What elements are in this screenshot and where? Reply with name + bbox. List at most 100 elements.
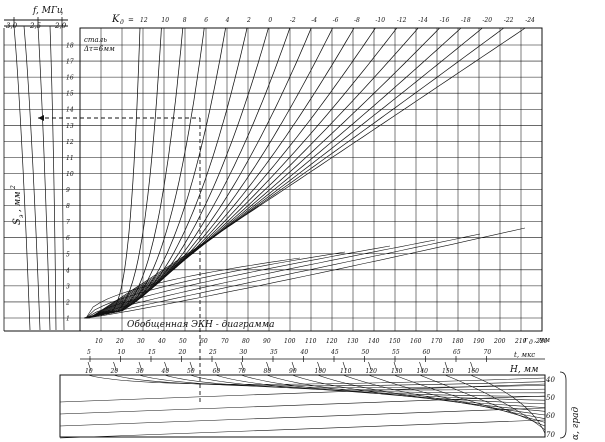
- h-tick: 110: [340, 368, 352, 375]
- h-axis: 10 20 30 40 50 60 70 80 90 100 110 120 130 140 150 160 …: [85, 361, 539, 375]
- area-unit-sup: 2: [10, 185, 17, 190]
- time-tick: 65: [453, 349, 461, 356]
- ekn-curve: [88, 27, 483, 319]
- depth-tick: 90: [263, 338, 271, 345]
- area-tick: 8: [66, 203, 70, 210]
- depth-tick: 130: [347, 338, 359, 345]
- angle-curve: [368, 374, 546, 419]
- depth-tick: 60: [200, 338, 208, 345]
- h-tick: 130: [391, 368, 403, 375]
- gain-tick: -22: [504, 17, 514, 24]
- depth-tick: 150: [389, 338, 401, 345]
- angle-tick: 70: [546, 431, 555, 439]
- area-tick: 7: [66, 219, 70, 226]
- h-tick: 80: [264, 368, 272, 375]
- ekn-curve-lower: [85, 245, 391, 319]
- ekn-curve: [84, 27, 205, 319]
- gain-tick: 4: [225, 17, 230, 24]
- depth-tick: 50: [179, 338, 187, 345]
- depth-tick: 220: [535, 338, 548, 345]
- angle-curve: [189, 374, 546, 394]
- gain-tick: 0: [268, 17, 272, 24]
- area-tick: 11: [66, 155, 74, 162]
- time-tick: 35: [270, 349, 278, 356]
- ekn-curve: [83, 27, 141, 319]
- h-tick: 10: [85, 368, 93, 375]
- ekn-curve-lower: [85, 257, 301, 319]
- area-label: S: [12, 218, 23, 225]
- angle-curve: [113, 374, 546, 387]
- angle-nomogram: [59, 374, 546, 439]
- angle-curve: [393, 374, 546, 423]
- depth-tick: 80: [242, 338, 250, 345]
- diagram-title: Обобщенная ЭКН - диаграмма: [127, 319, 274, 330]
- time-label: t, мкс: [514, 351, 535, 359]
- area-tick: 14: [66, 107, 74, 114]
- angle-curve: [317, 374, 546, 412]
- time-tick: 50: [362, 349, 370, 356]
- ekn-curve: [88, 27, 440, 319]
- ekn-curve-lower: [85, 227, 526, 319]
- time-tick: 55: [392, 349, 400, 356]
- depth-tick: 100: [284, 338, 296, 345]
- area-tick: 18: [66, 43, 74, 50]
- frequency-label: f, МГц: [32, 6, 63, 16]
- angle-tick: 50: [546, 394, 555, 402]
- area-tick: 17: [66, 59, 74, 66]
- h-tick: 90: [289, 368, 297, 375]
- h-tick: 160: [468, 368, 480, 375]
- gain-tick: 6: [204, 17, 208, 24]
- time-tick: 60: [423, 349, 431, 356]
- depth-tick: 40: [157, 338, 166, 345]
- depth-tick: 10: [95, 338, 103, 345]
- gain-label: K: [111, 14, 120, 25]
- area-tick: 1: [66, 316, 70, 323]
- time-tick: 40: [300, 349, 309, 356]
- frequency-tick: 3,0: [6, 22, 18, 30]
- depth-tick: 110: [305, 338, 317, 345]
- angle-curve: [419, 374, 546, 427]
- angle-curve: [215, 374, 546, 397]
- area-tick: 3: [66, 283, 70, 290]
- frequency-tick: 2,5: [29, 22, 42, 30]
- h-tick: 70: [238, 368, 246, 375]
- gain-tick: -12: [397, 17, 407, 24]
- gain-axis: K д = 12 10 8 6 4 2 0 -2 -4 -6 -8 -10 -12 -14 -16 -18 -2…: [111, 14, 535, 26]
- gain-tick: -14: [418, 17, 428, 24]
- frequency-tick: 2,0: [54, 22, 67, 30]
- h-tick: 20: [110, 368, 119, 375]
- angle-curve: [470, 374, 546, 434]
- ekn-curve: [85, 27, 226, 319]
- depth-tick: 120: [326, 338, 338, 345]
- angle-line: [59, 395, 546, 415]
- area-tick: 10: [66, 171, 74, 178]
- area-tick: 5: [66, 251, 70, 258]
- depth-label: r: [524, 336, 528, 344]
- h-tick: 140: [417, 368, 429, 375]
- depth-tick: 160: [410, 338, 422, 345]
- h-tick: 40: [161, 368, 170, 375]
- frequency-scale: f, МГц 3,0 2,5 2,0: [4, 6, 68, 331]
- angle-nomogram-frame: [59, 374, 546, 438]
- area-tick: 16: [66, 75, 74, 82]
- angle-line: [59, 419, 546, 439]
- gain-tick: -2: [290, 17, 296, 24]
- gain-tick: -16: [440, 17, 450, 24]
- h-tick: 150: [442, 368, 454, 375]
- angle-tick: 40: [545, 376, 555, 384]
- angle-label: α, град: [571, 407, 581, 440]
- ekn-curve: [88, 27, 462, 319]
- time-tick: 5: [87, 349, 91, 356]
- gain-tick: -24: [525, 17, 535, 24]
- angle-curve: [342, 374, 546, 416]
- gain-tick: -4: [311, 17, 317, 24]
- area-tick: 2: [65, 299, 70, 306]
- gain-eq: =: [128, 16, 134, 24]
- h-tick: 120: [366, 368, 378, 375]
- depth-tick: 20: [115, 338, 124, 345]
- ekn-curve: [84, 27, 184, 319]
- depth-tick: 190: [473, 338, 485, 345]
- depth-tick: 70: [221, 338, 229, 345]
- ekn-curve-lower: [85, 251, 346, 319]
